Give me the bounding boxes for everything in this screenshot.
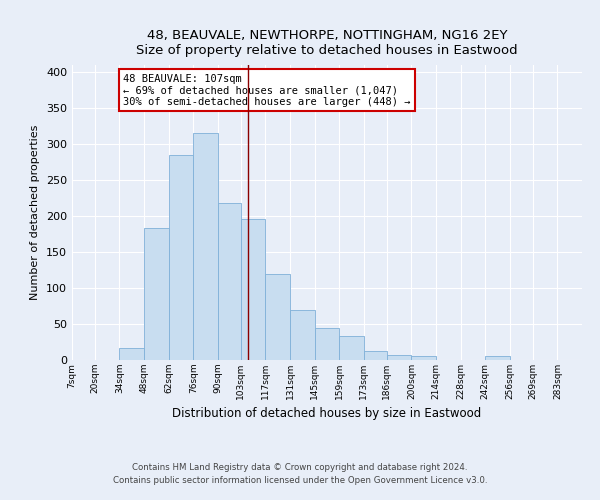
X-axis label: Distribution of detached houses by size in Eastwood: Distribution of detached houses by size … xyxy=(172,408,482,420)
Y-axis label: Number of detached properties: Number of detached properties xyxy=(31,125,40,300)
Text: Contains public sector information licensed under the Open Government Licence v3: Contains public sector information licen… xyxy=(113,476,487,485)
Bar xyxy=(169,155,193,360)
Bar xyxy=(364,350,387,360)
Bar xyxy=(485,356,510,360)
Bar xyxy=(193,134,218,360)
Bar xyxy=(412,356,436,360)
Bar xyxy=(290,310,314,360)
Bar xyxy=(241,219,265,360)
Text: Contains HM Land Registry data © Crown copyright and database right 2024.: Contains HM Land Registry data © Crown c… xyxy=(132,464,468,472)
Text: 48 BEAUVALE: 107sqm
← 69% of detached houses are smaller (1,047)
30% of semi-det: 48 BEAUVALE: 107sqm ← 69% of detached ho… xyxy=(123,74,410,107)
Bar xyxy=(387,355,412,360)
Bar xyxy=(119,348,144,360)
Title: 48, BEAUVALE, NEWTHORPE, NOTTINGHAM, NG16 2EY
Size of property relative to detac: 48, BEAUVALE, NEWTHORPE, NOTTINGHAM, NG1… xyxy=(136,29,518,57)
Bar xyxy=(218,203,241,360)
Bar xyxy=(340,336,364,360)
Bar xyxy=(265,274,290,360)
Bar xyxy=(144,228,169,360)
Bar xyxy=(314,328,340,360)
